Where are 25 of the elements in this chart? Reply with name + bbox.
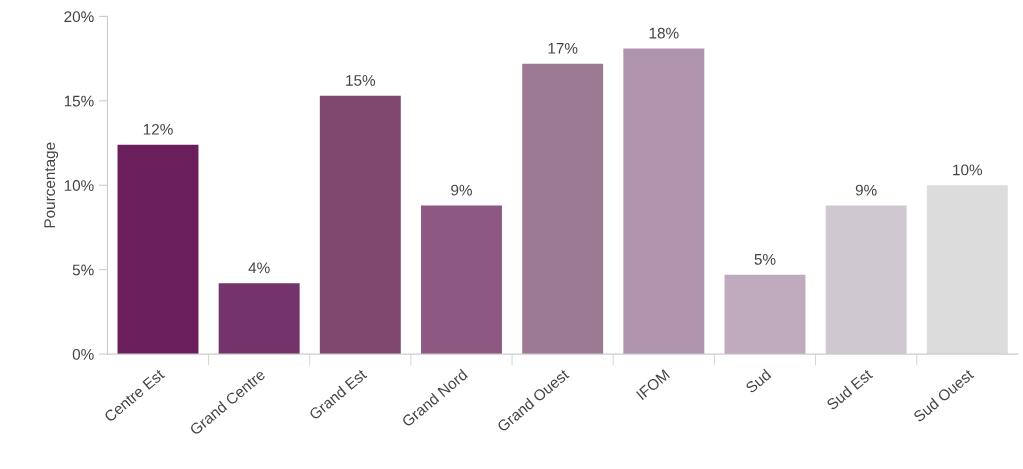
y-tick-label: 15% [64,95,94,107]
x-tick-label: Sud [744,368,772,394]
data-label: 4% [248,262,270,274]
bar [623,48,705,355]
data-label: 9% [855,184,877,196]
data-label: 10% [953,164,983,176]
y-tick-label: 20% [64,11,94,23]
y-axis-title: Pourcentage [44,142,59,228]
data-label: 9% [451,184,472,196]
bar [724,274,806,355]
bar [117,144,199,355]
bar [926,185,1008,355]
bar [319,95,401,355]
data-label: 15% [346,75,376,86]
y-tick-label: 10% [64,180,94,191]
y-tick-label: 5% [72,264,94,276]
data-label: 12% [143,123,173,135]
bar [218,283,300,355]
bar [421,205,502,355]
data-label: 18% [649,27,679,39]
data-label: 5% [754,254,776,265]
x-tick-label: Sud Est [825,368,874,411]
data-label: 17% [548,42,578,54]
y-tick-label: 0% [72,348,94,360]
bar [522,63,604,355]
